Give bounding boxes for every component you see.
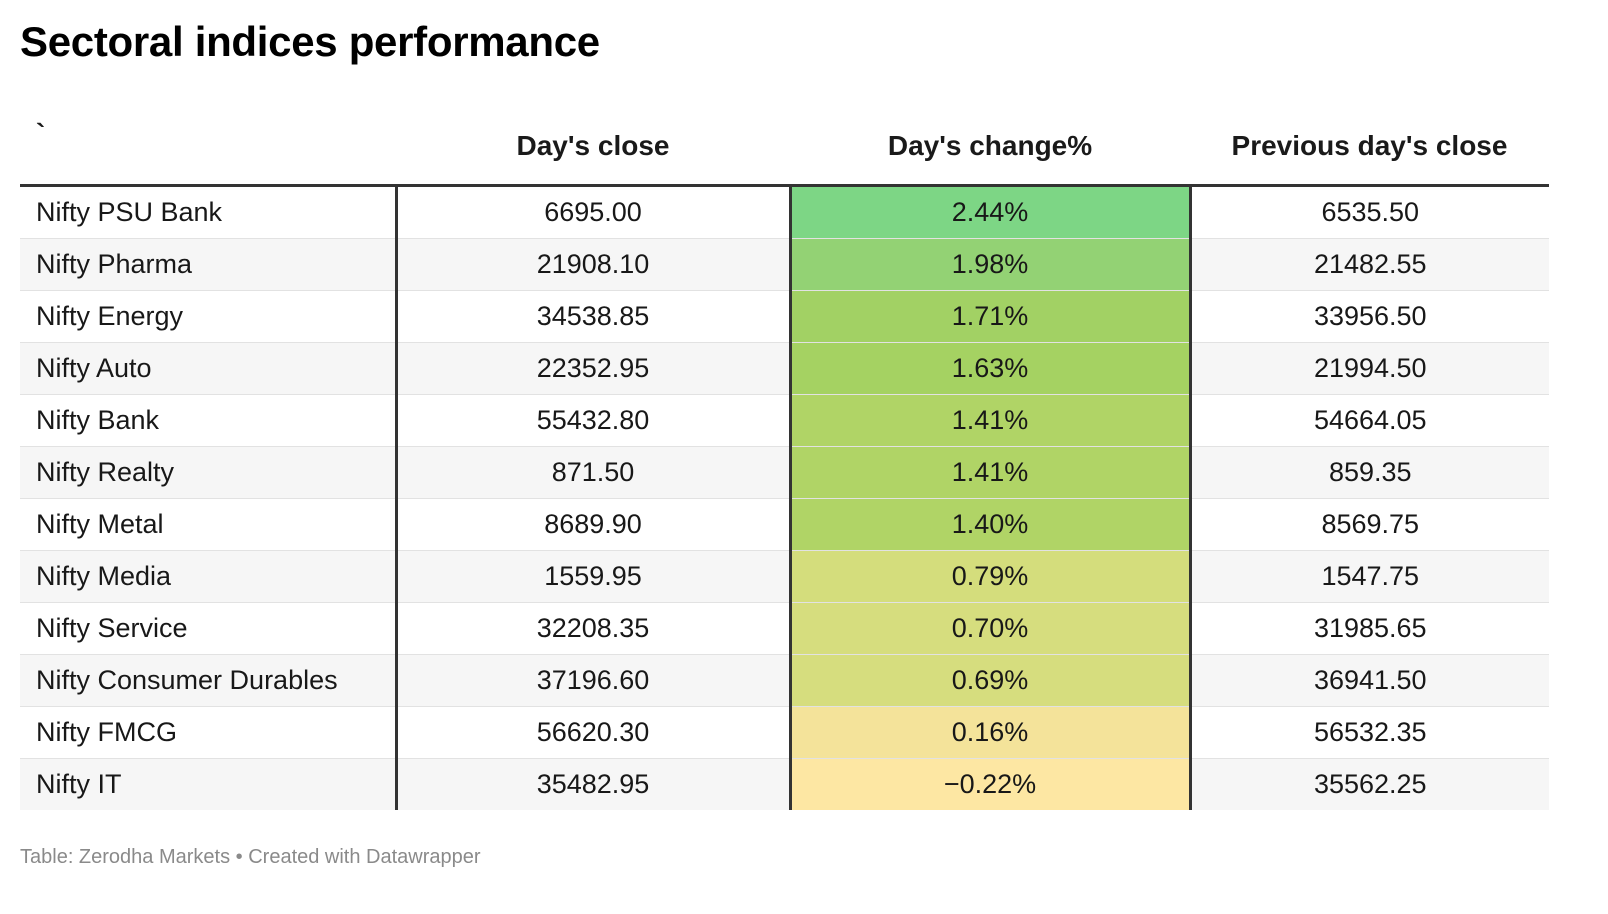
- days-change-cell: 1.98%: [790, 238, 1192, 291]
- table-row: Nifty FMCG 56620.30 0.16% 56532.35: [20, 706, 1549, 759]
- previous-close-cell: 859.35: [1190, 446, 1549, 499]
- table-row: Nifty Realty 871.50 1.41% 859.35: [20, 446, 1549, 499]
- days-change-cell: 0.69%: [790, 654, 1192, 707]
- sector-name-cell: Nifty IT: [20, 758, 398, 810]
- previous-close-cell: 21994.50: [1190, 342, 1549, 395]
- table-row: Nifty Pharma 21908.10 1.98% 21482.55: [20, 238, 1549, 291]
- days-close-cell: 32208.35: [396, 602, 792, 655]
- previous-close-cell: 54664.05: [1190, 394, 1549, 447]
- table-row: Nifty Auto 22352.95 1.63% 21994.50: [20, 342, 1549, 395]
- days-change-cell: 1.63%: [790, 342, 1192, 395]
- days-close-cell: 21908.10: [396, 238, 792, 291]
- sector-name-cell: Nifty Media: [20, 550, 398, 603]
- previous-close-cell: 1547.75: [1190, 550, 1549, 603]
- days-change-cell: 2.44%: [790, 185, 1192, 239]
- sector-name-cell: Nifty Auto: [20, 342, 398, 395]
- days-change-cell: 1.41%: [790, 446, 1192, 499]
- table-row: Nifty Service 32208.35 0.70% 31985.65: [20, 602, 1549, 655]
- previous-close-cell: 31985.65: [1190, 602, 1549, 655]
- source-note: Table: Zerodha Markets • Created with Da…: [20, 846, 481, 868]
- days-change-cell: 1.40%: [790, 498, 1192, 551]
- sector-name-cell: Nifty Pharma: [20, 238, 398, 291]
- chart-title: Sectoral indices performance: [20, 18, 600, 65]
- previous-close-cell: 8569.75: [1190, 498, 1549, 551]
- table-row: Nifty Energy 34538.85 1.71% 33956.50: [20, 290, 1549, 343]
- days-change-cell: 1.41%: [790, 394, 1192, 447]
- table-row: Nifty PSU Bank 6695.00 2.44% 6535.50: [20, 185, 1549, 239]
- days-change-cell: 0.16%: [790, 706, 1192, 759]
- table-body: Nifty PSU Bank 6695.00 2.44% 6535.50 Nifty P…: [20, 185, 1549, 810]
- days-change-cell: 0.79%: [790, 550, 1192, 603]
- days-close-cell: 871.50: [396, 446, 792, 499]
- previous-close-cell: 21482.55: [1190, 238, 1549, 291]
- sector-name-cell: Nifty Bank: [20, 394, 398, 447]
- table-row: Nifty Media 1559.95 0.79% 1547.75: [20, 550, 1549, 603]
- days-close-cell: 34538.85: [396, 290, 792, 343]
- sector-name-cell: Nifty FMCG: [20, 706, 398, 759]
- days-close-cell: 37196.60: [396, 654, 792, 707]
- table-row: Nifty Consumer Durables 37196.60 0.69% 3694…: [20, 654, 1549, 707]
- previous-close-cell: 56532.35: [1190, 706, 1549, 759]
- days-close-cell: 1559.95: [396, 550, 792, 603]
- days-close-cell: 56620.30: [396, 706, 792, 759]
- sector-name-cell: Nifty Energy: [20, 290, 398, 343]
- table-row: Nifty Bank 55432.80 1.41% 54664.05: [20, 394, 1549, 447]
- sector-performance-table: ` Day's close Day's change% Previous day…: [20, 108, 1549, 810]
- previous-close-cell: 35562.25: [1190, 758, 1549, 810]
- previous-close-cell: 33956.50: [1190, 290, 1549, 343]
- sector-name-cell: Nifty Metal: [20, 498, 398, 551]
- sector-name-cell: Nifty PSU Bank: [20, 185, 398, 239]
- table-row: Nifty Metal 8689.90 1.40% 8569.75: [20, 498, 1549, 551]
- days-close-cell: 35482.95: [396, 758, 792, 810]
- days-close-cell: 22352.95: [396, 342, 792, 395]
- header-days-change: Day's change%: [790, 108, 1190, 187]
- days-close-cell: 8689.90: [396, 498, 792, 551]
- sector-name-cell: Nifty Consumer Durables: [20, 654, 398, 707]
- days-close-cell: 55432.80: [396, 394, 792, 447]
- header-days-close: Day's close: [396, 108, 790, 187]
- days-change-cell: 1.71%: [790, 290, 1192, 343]
- sector-name-cell: Nifty Realty: [20, 446, 398, 499]
- header-name: `: [20, 108, 396, 187]
- days-close-cell: 6695.00: [396, 185, 792, 239]
- table-header-row: ` Day's close Day's change% Previous day…: [20, 108, 1549, 187]
- days-change-cell: 0.70%: [790, 602, 1192, 655]
- header-previous-close: Previous day's close: [1190, 108, 1549, 187]
- previous-close-cell: 36941.50: [1190, 654, 1549, 707]
- table-row: Nifty IT 35482.95 −0.22% 35562.25: [20, 758, 1549, 810]
- sector-name-cell: Nifty Service: [20, 602, 398, 655]
- previous-close-cell: 6535.50: [1190, 185, 1549, 239]
- days-change-cell: −0.22%: [790, 758, 1192, 810]
